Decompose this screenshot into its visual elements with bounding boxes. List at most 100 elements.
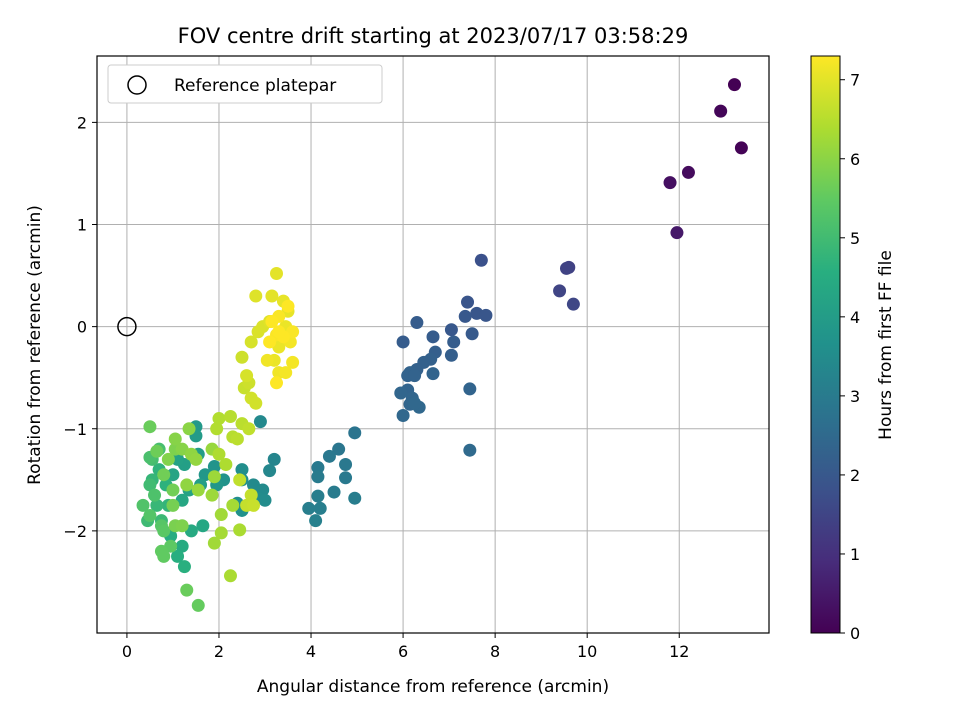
data-point: [396, 335, 410, 349]
data-point: [191, 598, 205, 612]
data-point: [214, 508, 228, 522]
data-point: [444, 323, 458, 337]
colorbar-gradient: [810, 55, 841, 634]
data-point: [410, 316, 424, 330]
data-point: [267, 452, 281, 466]
data-point: [244, 335, 258, 349]
data-point: [240, 369, 254, 383]
data-point: [265, 315, 279, 329]
data-point: [180, 583, 194, 597]
x-axis-label: Angular distance from reference (arcmin): [257, 677, 609, 697]
data-point: [175, 539, 189, 553]
data-point: [230, 432, 244, 446]
data-point: [235, 350, 249, 364]
data-point: [270, 267, 284, 281]
x-tick-label: 8: [490, 642, 500, 661]
data-point: [143, 478, 157, 492]
colorbar-tick-label: 7: [850, 71, 860, 90]
data-point: [727, 78, 741, 92]
data-point: [309, 514, 323, 528]
data-point: [263, 464, 277, 478]
colorbar-tick-label: 4: [850, 308, 860, 327]
data-point: [465, 327, 479, 341]
data-point: [339, 471, 353, 485]
data-point: [253, 415, 267, 429]
data-point: [458, 309, 472, 323]
data-point: [223, 409, 237, 423]
colorbar-label: Hours from first FF file: [876, 250, 896, 440]
x-tick-label: 0: [122, 642, 132, 661]
data-point: [235, 463, 249, 477]
data-point: [161, 452, 175, 466]
data-point: [210, 422, 224, 436]
data-point: [311, 470, 325, 484]
data-point: [396, 408, 410, 422]
y-axis-ticks: −2 −1 0 1 2: [63, 113, 97, 541]
data-point: [171, 549, 185, 563]
grid-lines: [97, 56, 769, 633]
plot-background: [97, 56, 769, 633]
colorbar-tick-label: 5: [850, 229, 860, 248]
data-point: [219, 457, 233, 471]
data-point: [223, 569, 237, 583]
data-point: [212, 447, 226, 461]
x-axis-ticks: 0 2 4 6 8 10 12: [122, 633, 689, 661]
data-point: [302, 501, 316, 515]
data-point: [734, 141, 748, 155]
data-point: [166, 483, 180, 497]
data-point: [166, 498, 180, 512]
data-point: [150, 444, 164, 458]
plot-frame: [96, 55, 770, 634]
data-point: [553, 284, 567, 298]
colorbar-tick-label: 3: [850, 387, 860, 406]
data-point: [157, 524, 171, 538]
data-point: [670, 226, 684, 240]
data-point: [258, 493, 272, 507]
data-point: [714, 104, 728, 118]
data-point: [311, 461, 325, 475]
data-point: [332, 442, 346, 456]
data-point: [286, 355, 300, 369]
y-axis-label: Rotation from reference (arcmin): [25, 205, 45, 485]
data-point: [191, 483, 205, 497]
y-tick-label: 0: [77, 318, 87, 337]
legend-box: [107, 64, 383, 104]
data-point: [180, 478, 194, 492]
data-point: [212, 412, 226, 426]
data-point: [143, 420, 157, 434]
colorbar-tick-label: 0: [850, 624, 860, 643]
data-point: [166, 468, 180, 482]
legend: Reference platepar: [107, 64, 383, 104]
data-points: [136, 78, 748, 612]
y-tick-label: −1: [63, 420, 87, 439]
data-point: [148, 488, 162, 502]
data-point: [461, 295, 475, 309]
data-point: [426, 330, 440, 344]
data-point: [281, 299, 295, 313]
data-point: [463, 382, 477, 396]
data-point: [244, 488, 258, 502]
x-tick-label: 4: [306, 642, 316, 661]
legend-entry-reference: Reference platepar: [174, 76, 336, 96]
data-point: [322, 449, 336, 463]
data-point: [226, 498, 240, 512]
data-point: [150, 498, 164, 512]
data-point: [566, 297, 580, 311]
data-point: [171, 452, 185, 466]
data-point: [233, 523, 247, 537]
data-point: [175, 519, 189, 533]
data-point: [189, 452, 203, 466]
reference-marker: [117, 316, 137, 337]
data-point: [214, 526, 228, 540]
data-point: [479, 308, 493, 322]
data-point: [196, 519, 210, 533]
data-point: [663, 176, 677, 190]
data-point: [408, 396, 422, 410]
data-point: [313, 501, 327, 515]
colorbar: 0 1 2 3 4 5 6 7 Hours from first FF file: [810, 55, 896, 643]
data-point: [207, 460, 221, 474]
data-point: [279, 366, 293, 380]
data-point: [249, 396, 263, 410]
data-point: [143, 509, 157, 523]
